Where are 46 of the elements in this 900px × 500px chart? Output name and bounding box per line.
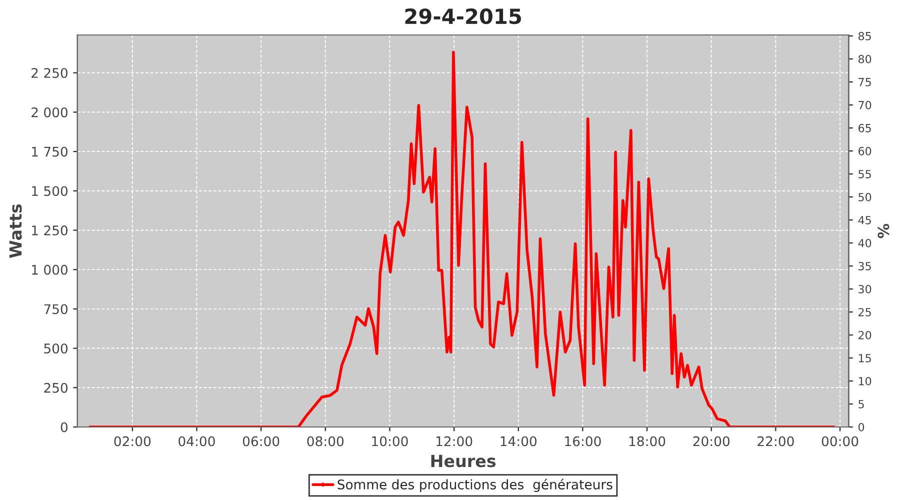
- y2-tick-label: 5: [858, 400, 864, 408]
- x-tick-label: 20:00: [693, 436, 730, 446]
- y2-tick-label: 50: [858, 192, 872, 202]
- y-tick-label: 2 000: [32, 107, 68, 118]
- y2-tick-label: 70: [858, 100, 872, 110]
- y2-tick-label: 80: [858, 54, 872, 64]
- x-tick-label: 08:00: [307, 436, 344, 446]
- x-tick-label: 00:00: [822, 436, 858, 446]
- x-tick-label: 14:00: [500, 436, 537, 446]
- y-tick-label: 250: [44, 382, 68, 393]
- line-series: [88, 50, 836, 427]
- y-tick-label: 750: [44, 304, 68, 314]
- y-tick-label: 1 000: [32, 264, 68, 275]
- y2-tick-label: 15: [858, 354, 871, 362]
- y2-tick-label: 0: [858, 422, 864, 432]
- x-tick-label: 16:00: [565, 436, 601, 446]
- y-tick-label: 1 500: [32, 186, 68, 196]
- y2-tick-label: 45: [858, 216, 871, 224]
- y-tick-label: 2 250: [32, 68, 68, 78]
- x-tick-label: 18:00: [629, 436, 666, 446]
- y-tick-label: 1 250: [32, 225, 68, 236]
- y-tick-label: 500: [44, 344, 68, 354]
- chart-title: 29-4-2015: [405, 8, 521, 24]
- y2-tick-label: 65: [858, 124, 871, 132]
- x-tick-label: 04:00: [178, 436, 215, 446]
- x-tick-label: 02:00: [114, 436, 151, 446]
- x-tick-label: 06:00: [242, 436, 280, 446]
- x-tick-label: 10:00: [372, 436, 408, 446]
- y2-tick-label: 60: [858, 146, 872, 156]
- y2-axis-title: %: [878, 224, 890, 238]
- x-axis-title: Heures: [431, 454, 496, 468]
- y2-tick-label: 25: [858, 308, 871, 316]
- y2-tick-label: 85: [858, 32, 871, 40]
- y2-tick-label: 20: [858, 330, 872, 340]
- y-tick-label: 1 750: [32, 146, 68, 157]
- legend-label: Somme des productions des générateurs: [338, 478, 612, 492]
- y2-tick-label: 75: [858, 78, 871, 86]
- x-tick-label: 12:00: [436, 436, 472, 446]
- y-axis-title: Watts: [9, 204, 22, 258]
- y2-tick-label: 55: [858, 170, 871, 178]
- y2-tick-label: 30: [858, 284, 872, 294]
- y2-tick-label: 40: [858, 238, 872, 248]
- y2-tick-label: 35: [858, 262, 871, 270]
- y-tick-label: 0: [60, 422, 68, 432]
- y2-tick-label: 10: [858, 376, 872, 386]
- x-tick-label: 22:00: [758, 436, 794, 446]
